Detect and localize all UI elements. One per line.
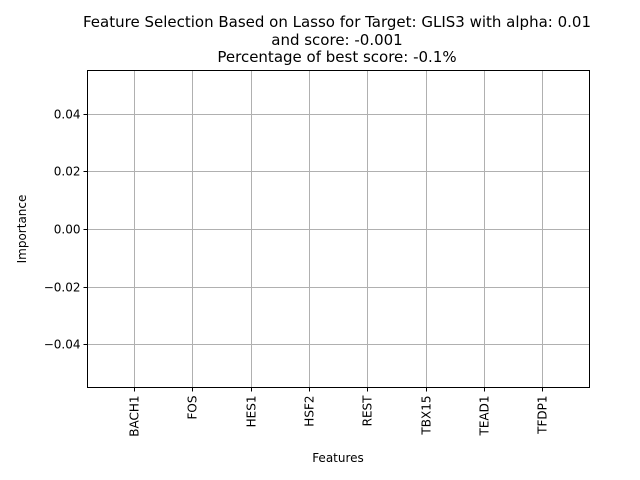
x-tick-label: REST [361, 395, 375, 427]
chart-title-line-3: Percentage of best score: -0.1% [217, 48, 456, 66]
x-tick-label: BACH1 [128, 396, 142, 437]
x-tick-label: TBX15 [420, 396, 434, 436]
chart-title: Feature Selection Based on Lasso for Tar… [83, 13, 591, 66]
x-tick-label: HES1 [245, 396, 259, 428]
chart-title-line-1: Feature Selection Based on Lasso for Tar… [83, 13, 591, 31]
y-tick-label: 0.04 [54, 108, 81, 122]
y-axis-label: Importance [15, 195, 29, 264]
x-tick-label: TEAD1 [478, 396, 492, 437]
x-axis-ticks: BACH1 FOS HES1 HSF2 REST TBX15 TEAD1 TFDP1 [128, 387, 550, 437]
y-tick-label: −0.04 [44, 338, 81, 352]
x-tick-label: FOS [186, 396, 200, 420]
x-axis-label: Features [312, 451, 364, 465]
plot-frame [87, 70, 590, 388]
y-tick-label: 0.00 [54, 223, 81, 237]
y-axis-ticks: −0.04 −0.02 0.00 0.02 0.04 [44, 108, 88, 352]
y-tick-label: 0.02 [54, 165, 81, 179]
y-grid [87, 114, 590, 345]
x-tick-label: TFDP1 [536, 396, 550, 435]
y-tick-label: −0.02 [44, 281, 81, 295]
chart-title-line-2: and score: -0.001 [271, 31, 402, 49]
x-tick-label: HSF2 [303, 396, 317, 427]
